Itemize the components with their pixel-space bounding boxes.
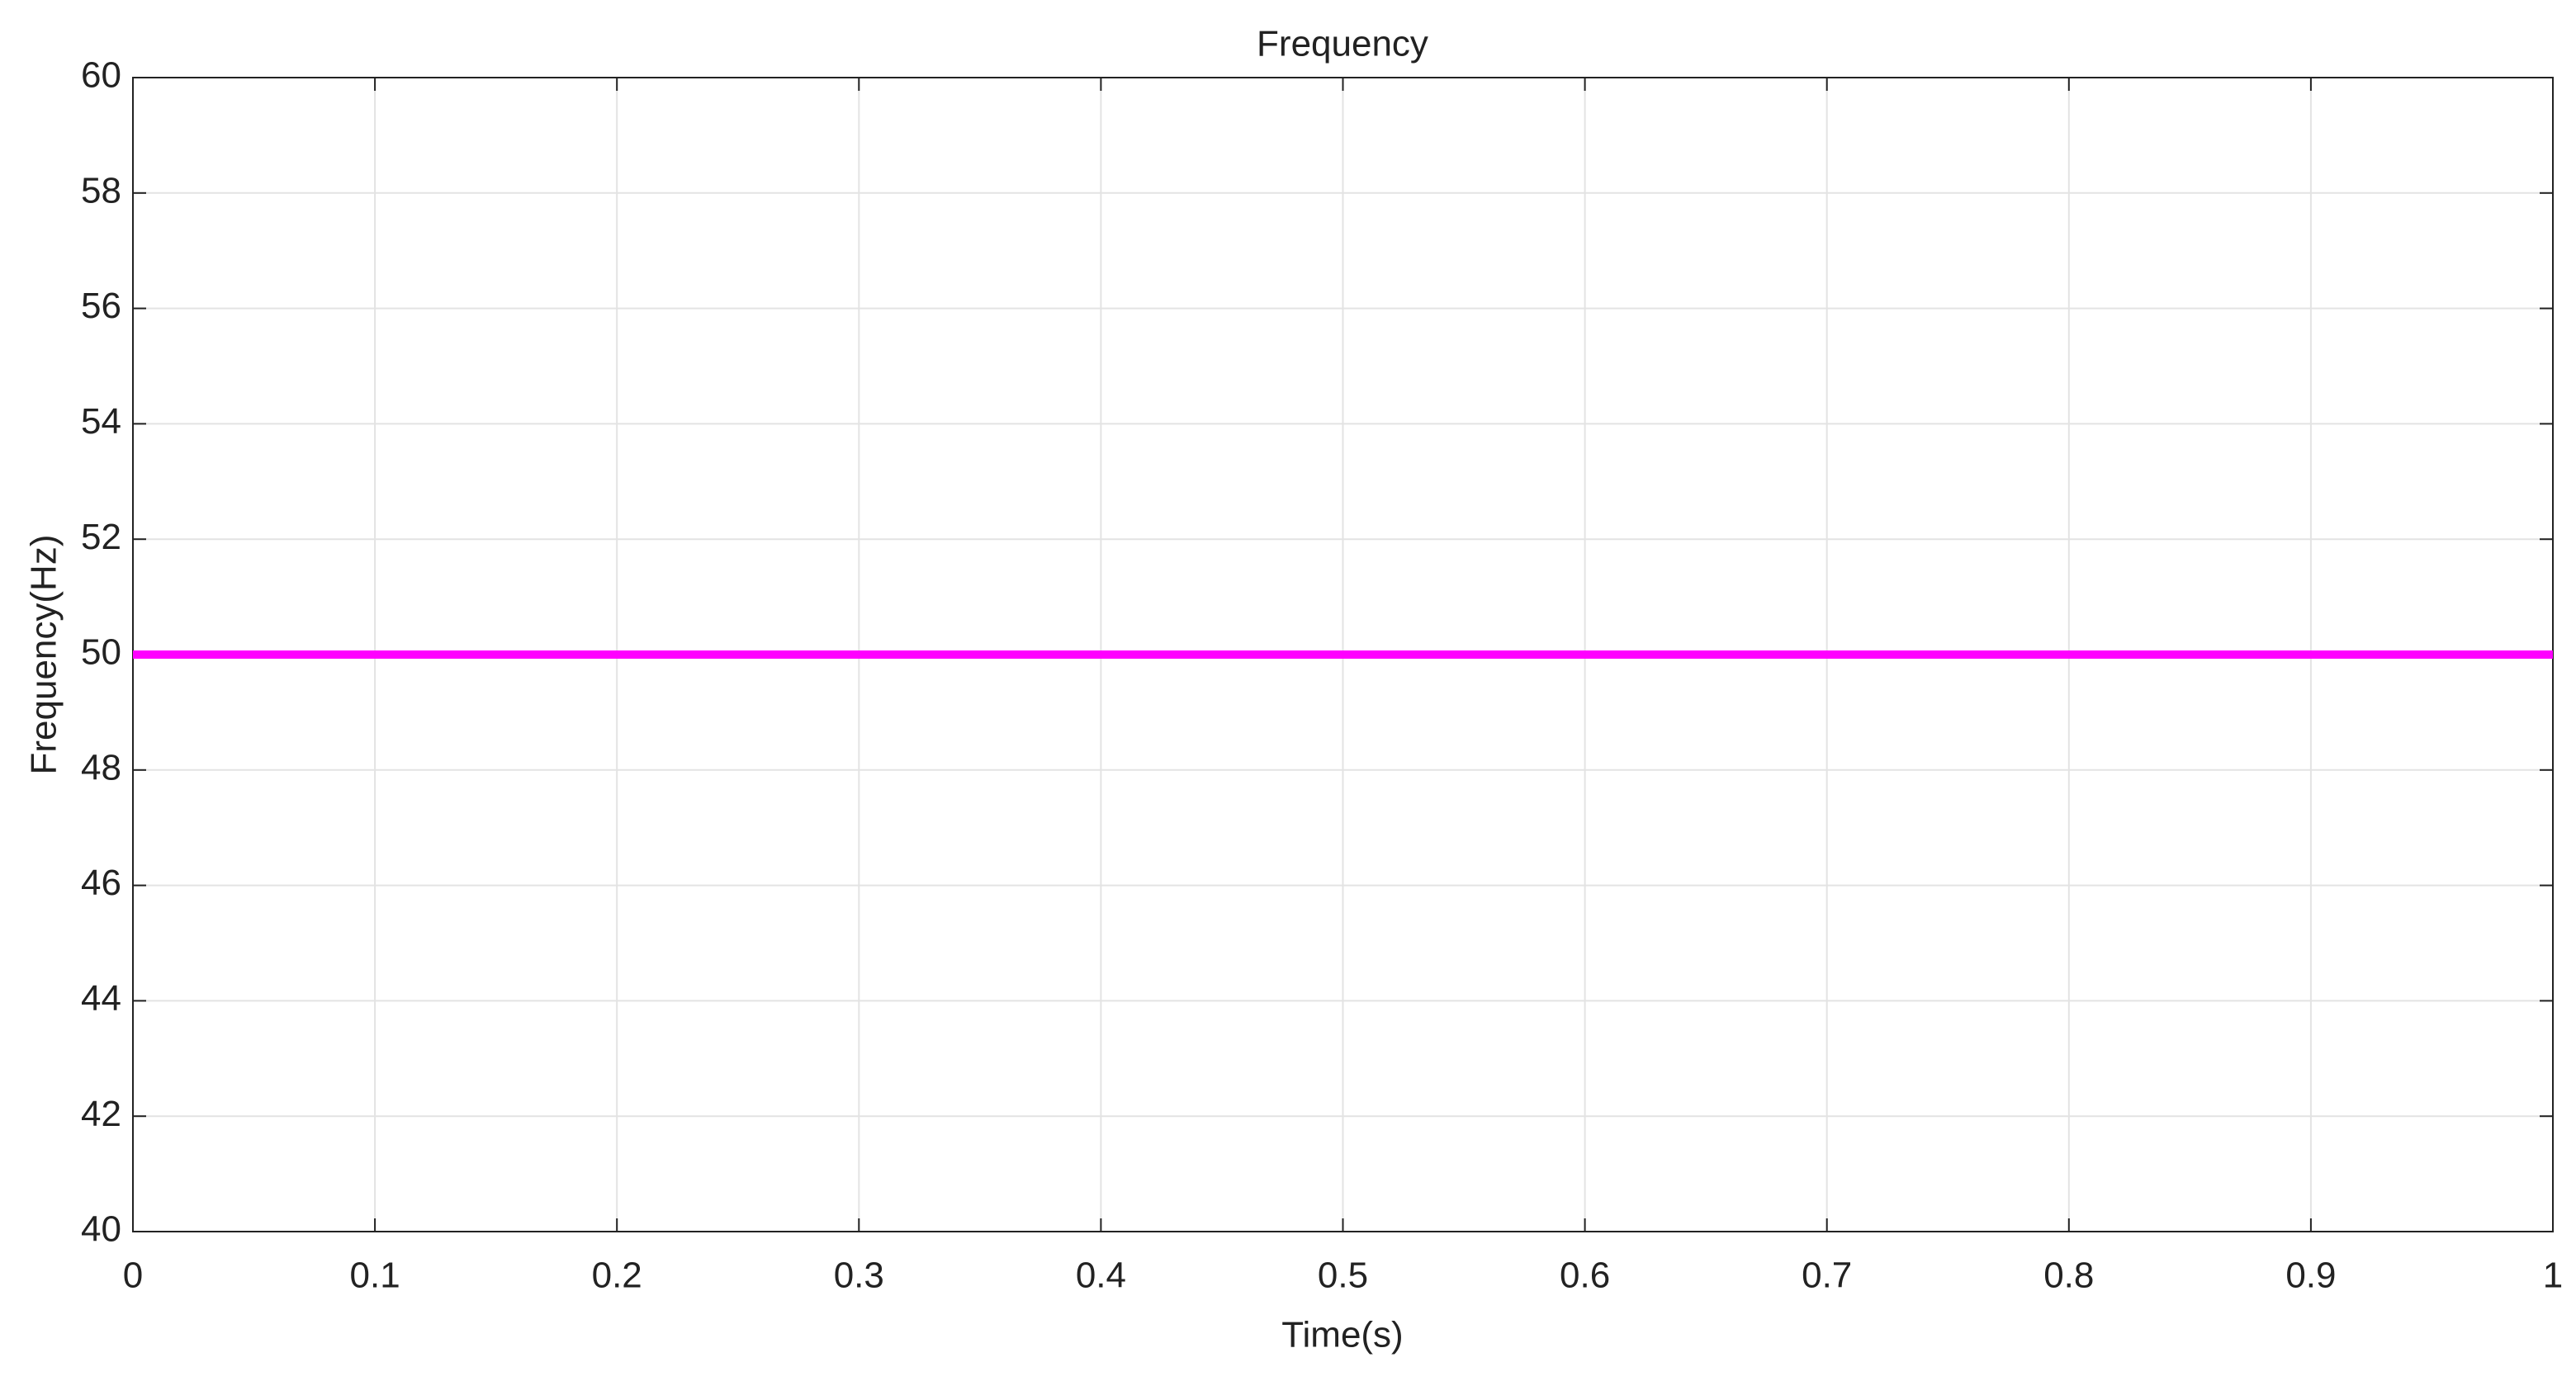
x-tick-label: 1 — [2543, 1256, 2563, 1296]
y-tick-label: 50 — [81, 632, 121, 673]
y-tick-label: 58 — [81, 170, 121, 210]
y-tick-label: 42 — [81, 1094, 121, 1134]
chart-title: Frequency — [1257, 24, 1428, 64]
y-tick-label: 52 — [81, 517, 121, 557]
y-tick-label: 54 — [81, 401, 121, 442]
y-tick-label: 60 — [81, 55, 121, 96]
y-tick-label: 48 — [81, 747, 121, 787]
x-tick-label: 0.6 — [1560, 1256, 1610, 1296]
y-tick-label: 46 — [81, 863, 121, 903]
y-tick-label: 56 — [81, 286, 121, 326]
x-tick-label: 0.8 — [2043, 1256, 2094, 1296]
x-tick-label: 0.9 — [2285, 1256, 2336, 1296]
x-tick-label: 0.4 — [1076, 1256, 1126, 1296]
x-tick-label: 0.5 — [1318, 1256, 1368, 1296]
x-axis-label: Time(s) — [1281, 1315, 1403, 1355]
x-tick-label: 0.1 — [350, 1256, 400, 1296]
y-tick-label: 40 — [81, 1209, 121, 1250]
x-tick-label: 0 — [123, 1256, 143, 1296]
y-axis-label: Frequency(Hz) — [24, 535, 64, 775]
x-tick-label: 0.2 — [592, 1256, 642, 1296]
x-tick-label: 0.7 — [1802, 1256, 1852, 1296]
y-tick-label: 44 — [81, 978, 121, 1019]
x-tick-label: 0.3 — [834, 1256, 884, 1296]
